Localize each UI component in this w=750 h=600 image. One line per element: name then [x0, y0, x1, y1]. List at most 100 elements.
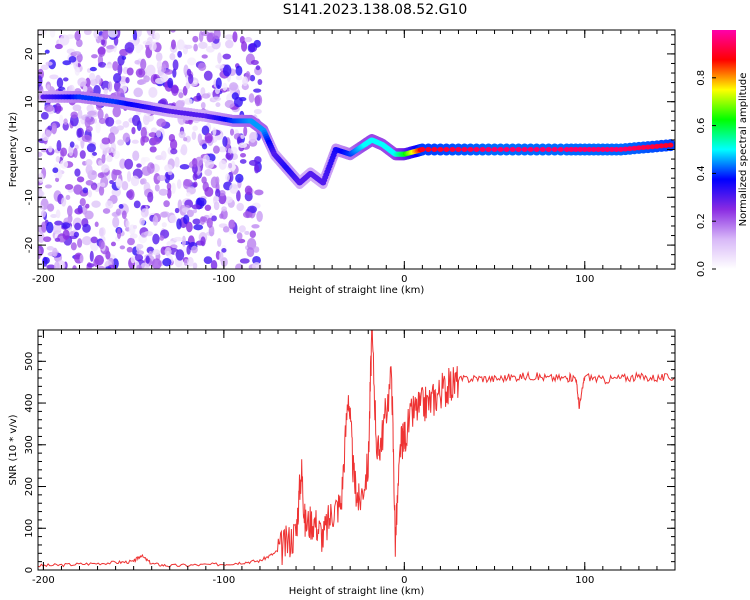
ridge-cell — [443, 147, 450, 152]
noise-cell — [125, 220, 130, 228]
noise-cell — [163, 200, 170, 208]
noise-cell — [112, 61, 119, 72]
noise-cell — [86, 263, 95, 268]
ridge-cell — [617, 147, 624, 152]
noise-cell — [222, 64, 232, 77]
noise-cell — [152, 249, 161, 256]
noise-cell — [133, 87, 143, 98]
noise-cell — [183, 137, 188, 142]
noise-cell — [172, 68, 177, 78]
noise-cell — [48, 145, 53, 153]
noise-cell — [100, 80, 111, 91]
noise-cell — [45, 61, 53, 66]
noise-cell — [140, 58, 147, 70]
top-x-tick-label: 100 — [575, 274, 594, 285]
noise-cell — [164, 247, 172, 257]
noise-cell — [192, 35, 199, 43]
ridge-cell — [437, 147, 444, 152]
ridge-cell — [590, 147, 597, 152]
noise-cell — [191, 245, 198, 254]
snr-panel: -200 -100 0 100 0 100 200 300 400 500 Height of st… — [8, 329, 676, 597]
noise-cell — [229, 82, 239, 91]
noise-cell — [72, 51, 82, 56]
noise-cell — [243, 126, 248, 137]
noise-cell — [197, 197, 207, 207]
noise-cell — [213, 196, 220, 202]
noise-cell — [253, 39, 261, 48]
ridge-cell — [467, 147, 474, 152]
noise-cell — [47, 203, 55, 212]
noise-cell — [237, 238, 246, 244]
noise-cell — [76, 128, 82, 138]
noise-cell — [201, 93, 210, 99]
noise-cell — [212, 127, 217, 136]
noise-cell — [85, 203, 90, 209]
noise-cell — [140, 126, 147, 139]
bottom-y-axis-label: SNR (10 * v/v) — [8, 414, 19, 485]
noise-cell — [117, 139, 125, 146]
noise-cell — [169, 214, 177, 224]
noise-cell — [45, 129, 52, 138]
noise-cell — [224, 34, 234, 40]
noise-cell — [211, 215, 217, 222]
noise-cell — [60, 147, 68, 157]
noise-cell — [215, 102, 221, 108]
noise-cell — [219, 213, 224, 219]
noise-cell — [77, 238, 83, 248]
noise-cell — [156, 60, 163, 71]
noise-cell — [98, 185, 105, 196]
noise-cell — [105, 266, 112, 269]
noise-cell — [244, 185, 253, 196]
noise-cell — [101, 154, 106, 164]
noise-cell — [46, 246, 55, 251]
noise-cell — [192, 157, 198, 168]
noise-cell — [63, 118, 68, 125]
noise-cell — [204, 132, 213, 144]
noise-cell — [38, 30, 47, 36]
noise-cell — [225, 173, 230, 182]
noise-cell — [44, 104, 55, 112]
ridge-cell — [622, 146, 629, 152]
noise-cell — [197, 133, 203, 144]
noise-cell — [149, 146, 157, 153]
noise-cell — [253, 246, 260, 253]
noise-cell — [82, 85, 88, 93]
noise-cell — [192, 125, 198, 131]
noise-cell — [225, 152, 232, 160]
noise-cell — [55, 177, 60, 183]
noise-cell — [236, 202, 244, 212]
noise-cell — [192, 172, 198, 181]
noise-cell — [83, 30, 92, 36]
noise-cell — [221, 206, 227, 212]
noise-cell — [183, 44, 193, 49]
noise-cell — [176, 39, 185, 50]
noise-cell — [252, 256, 261, 265]
noise-cell — [89, 66, 97, 72]
snr-series-line — [38, 330, 675, 568]
noise-cell — [167, 170, 173, 176]
noise-cell — [46, 84, 51, 91]
noise-cell — [44, 49, 50, 54]
noise-cell — [115, 208, 121, 216]
noise-cell — [240, 152, 247, 158]
noise-cell — [105, 200, 114, 209]
noise-cell — [105, 116, 115, 127]
noise-cell — [229, 183, 239, 194]
ridge-cell — [455, 147, 462, 152]
bottom-y-tick-label: 400 — [24, 393, 35, 412]
noise-cell — [163, 69, 173, 75]
noise-cell — [59, 159, 69, 169]
noise-cell — [197, 62, 207, 71]
noise-cell — [44, 184, 52, 189]
noise-cell — [161, 63, 167, 73]
noise-cell — [191, 204, 201, 210]
noise-cell — [183, 258, 189, 266]
noise-cell — [181, 235, 187, 247]
noise-cell — [180, 263, 186, 269]
noise-cell — [86, 143, 96, 153]
noise-cell — [253, 108, 262, 115]
noise-cell — [167, 77, 174, 89]
ridge-cell — [533, 147, 540, 152]
noise-cell — [56, 140, 62, 152]
noise-cell — [90, 236, 98, 244]
